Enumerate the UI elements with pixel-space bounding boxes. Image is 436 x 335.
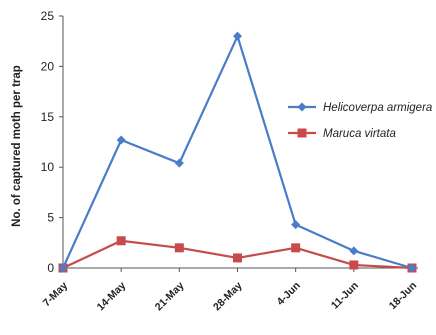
y-tick-label: 5: [47, 211, 54, 225]
legend-item-maruca-virtata: Maruca virtata: [288, 128, 396, 140]
x-tick-label: 21-May: [153, 280, 187, 314]
data-point-helicoverpa-armigera: [233, 31, 242, 41]
x-tick-label: 11-Jun: [329, 280, 361, 312]
data-point-helicoverpa-armigera: [174, 158, 184, 168]
y-tick-label: 20: [41, 59, 55, 73]
legend-item-helicoverpa-armigera: Helicoverpa armigera: [288, 102, 432, 114]
data-point-helicoverpa-armigera: [116, 135, 126, 145]
data-point-helicoverpa-armigera: [407, 263, 417, 273]
data-point-maruca-virtata: [174, 243, 184, 253]
series-line-helicoverpa-armigera: [61, 35, 413, 270]
data-point-helicoverpa-armigera: [349, 246, 359, 256]
data-point-maruca-virtata: [349, 260, 359, 270]
series-helicoverpa-armigera: [58, 31, 417, 273]
data-point-helicoverpa-armigera: [58, 263, 68, 273]
y-tick-label: 10: [41, 160, 55, 174]
x-tick-label: 14-May: [95, 280, 129, 314]
legend-marker-helicoverpa-armigera: [297, 102, 307, 112]
y-tick-label: 15: [41, 110, 55, 124]
x-axis-ticks: 7-May 14-May 21-May 28-May 4-Jun 11-Jun 18-Jun: [41, 268, 419, 314]
legend-label-maruca-virtata: Maruca virtata: [323, 128, 396, 140]
x-tick-label: 4-Jun: [274, 280, 302, 308]
y-tick-label: 0: [47, 261, 54, 275]
x-tick-label: 28-May: [211, 280, 245, 314]
x-tick-label: 18-Jun: [387, 280, 419, 312]
legend: Helicoverpa armigera Maruca virtata: [288, 102, 432, 140]
y-tick-label: 25: [41, 9, 55, 23]
legend-label-helicoverpa-armigera: Helicoverpa armigera: [323, 102, 432, 114]
axes: [62, 16, 418, 269]
data-point-maruca-virtata: [233, 253, 242, 263]
series-layer: [58, 31, 417, 273]
data-point-helicoverpa-armigera: [291, 220, 301, 230]
data-point-maruca-virtata: [116, 236, 126, 246]
data-point-maruca-virtata: [291, 243, 301, 253]
x-tick-label: 7-May: [41, 280, 71, 310]
legend-marker-maruca-virtata: [297, 128, 307, 138]
y-axis-title: No. of captured moth per trap: [11, 65, 23, 227]
y-axis-ticks: 0 5 10 15 20 25: [41, 9, 63, 275]
